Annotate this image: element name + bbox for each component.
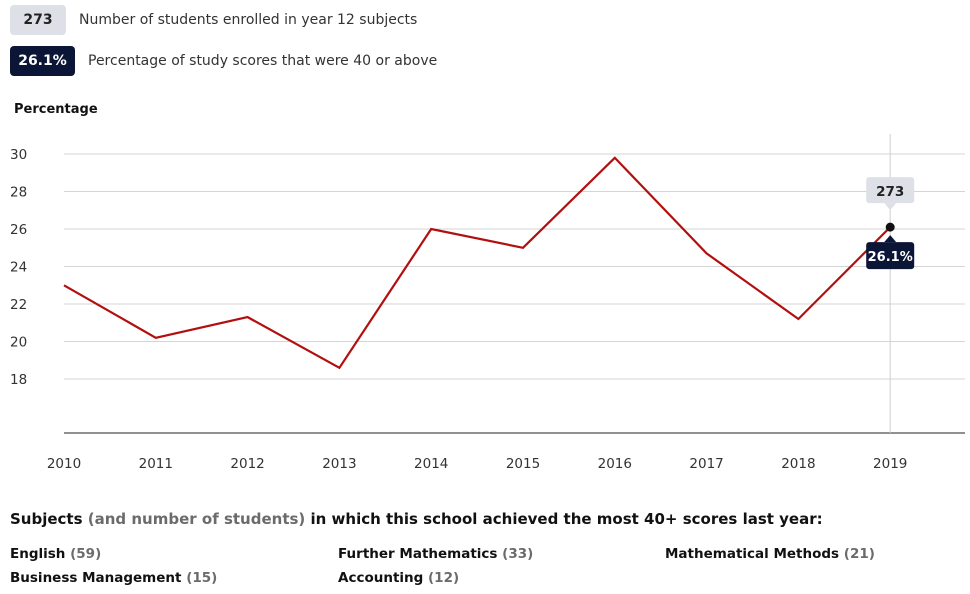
legend-score: 26.1% Percentage of study scores that we… xyxy=(10,46,437,76)
highlight-point xyxy=(885,222,895,232)
y-tick-label: 18 xyxy=(10,372,27,388)
subjects-title-a: Subjects xyxy=(10,510,83,528)
x-tick-label: 2012 xyxy=(230,456,264,472)
y-tick-label: 28 xyxy=(10,185,27,201)
enrolled-badge: 273 xyxy=(10,5,66,35)
subject-name: Business Management xyxy=(10,570,182,586)
subject-name: Further Mathematics xyxy=(338,546,498,562)
subject-count: (33) xyxy=(502,546,534,562)
subjects-title-b: (and number of students) xyxy=(87,510,306,528)
subjects-title: Subjects (and number of students) in whi… xyxy=(10,510,823,528)
subject-count: (15) xyxy=(186,570,218,586)
tooltip-top-label: 273 xyxy=(876,184,904,200)
subject-name: English xyxy=(10,546,66,562)
x-tick-label: 2010 xyxy=(47,456,81,472)
y-tick-label: 24 xyxy=(10,260,27,276)
subject-item: Accounting (12) xyxy=(338,570,459,586)
subject-name: Accounting xyxy=(338,570,424,586)
subject-count: (21) xyxy=(843,546,875,562)
y-tick-label: 20 xyxy=(10,335,27,351)
tooltip-top-box xyxy=(866,177,915,204)
subject-item: Business Management (15) xyxy=(10,570,217,586)
tooltip-top-arrow xyxy=(884,203,897,211)
y-tick-label: 22 xyxy=(10,297,27,313)
series-line xyxy=(63,156,891,370)
score-badge: 26.1% xyxy=(10,46,75,76)
tooltip-bottom-arrow xyxy=(884,235,897,243)
subject-name: Mathematical Methods xyxy=(665,546,840,562)
x-tick-label: 2019 xyxy=(873,456,907,472)
enrolled-label: Number of students enrolled in year 12 s… xyxy=(79,12,418,28)
score-label: Percentage of study scores that were 40 … xyxy=(88,53,438,69)
tooltip-bottom-label: 26.1% xyxy=(868,250,913,265)
x-tick-label: 2013 xyxy=(322,456,356,472)
x-tick-label: 2011 xyxy=(139,456,173,472)
x-tick-label: 2015 xyxy=(506,456,540,472)
subject-count: (59) xyxy=(70,546,102,562)
y-tick-label: 26 xyxy=(10,222,27,238)
y-axis-label: Percentage xyxy=(14,102,98,117)
x-tick-label: 2017 xyxy=(689,456,723,472)
x-tick-label: 2018 xyxy=(781,456,815,472)
subjects-title-c: in which this school achieved the most 4… xyxy=(310,510,823,528)
tooltip-bottom-box xyxy=(866,242,915,270)
line-chart: 18 20 22 24 26 28 30 2010 2011 2012 2013 2014 2015 20… xyxy=(10,134,965,472)
y-tick-label: 30 xyxy=(10,147,27,163)
subject-item: Mathematical Methods (21) xyxy=(665,546,875,562)
x-tick-label: 2016 xyxy=(598,456,632,472)
legend-enrolled: 273 Number of students enrolled in year … xyxy=(10,5,417,35)
subject-item: English (59) xyxy=(10,546,101,562)
x-tick-label: 2014 xyxy=(414,456,448,472)
subject-item: Further Mathematics (33) xyxy=(338,546,533,562)
subject-count: (12) xyxy=(428,570,460,586)
